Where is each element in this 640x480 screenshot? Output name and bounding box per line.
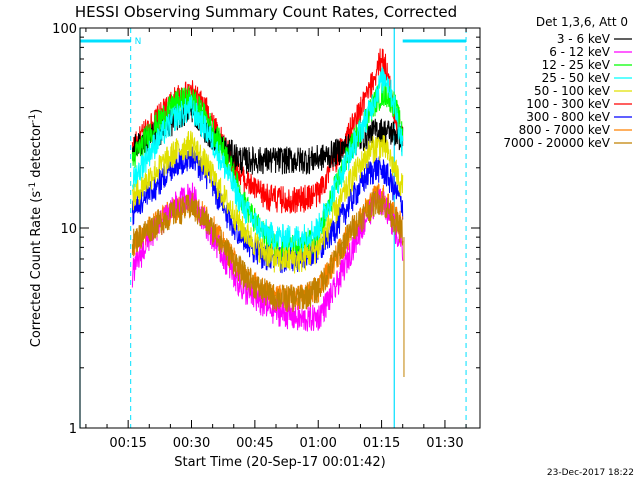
- x-tick-label: 00:15: [109, 436, 146, 451]
- footer-date: 23-Dec-2017 18:22: [547, 468, 634, 478]
- orbit-marker-label: N: [135, 37, 142, 47]
- series-line-4: [131, 130, 404, 274]
- x-axis-label: Start Time (20-Sep-17 00:01:42): [174, 455, 385, 470]
- y-axis-label: Corrected Count Rate (s-1 detector-1): [28, 109, 44, 347]
- legend-label-4: 50 - 100 keV: [534, 84, 611, 98]
- series-line-5: [131, 48, 404, 214]
- legend-label-1: 6 - 12 keV: [549, 45, 611, 59]
- legend-label-0: 3 - 6 keV: [557, 32, 611, 46]
- x-tick-label: 01:15: [363, 436, 400, 451]
- y-tick-label: 1: [69, 422, 77, 437]
- x-axis: 00:15 00:30 00:45 01:00 01:15 01:30: [85, 28, 467, 451]
- x-tick-label: 00:30: [173, 436, 210, 451]
- plot-area: N: [79, 28, 467, 428]
- chart-title: HESSI Observing Summary Count Rates, Cor…: [75, 3, 457, 21]
- series-line-3: [131, 66, 404, 252]
- x-tick-label: 01:30: [426, 436, 463, 451]
- y-tick-label: 10: [60, 222, 77, 237]
- legend-label-7: 800 - 7000 keV: [519, 123, 611, 137]
- y-axis: 1 10 100: [52, 22, 480, 437]
- y-tick-label: 100: [52, 22, 77, 37]
- legend-label-3: 25 - 50 keV: [542, 71, 611, 85]
- legend-label-2: 12 - 25 keV: [542, 58, 611, 72]
- series-line-1: [131, 182, 404, 332]
- legend-label-5: 100 - 300 keV: [526, 97, 610, 111]
- x-tick-label: 00:45: [236, 436, 273, 451]
- legend-title: Det 1,3,6, Att 0: [536, 15, 628, 29]
- x-tick-label: 01:00: [299, 436, 336, 451]
- legend-label-6: 300 - 800 keV: [526, 110, 610, 124]
- legend-label-8: 7000 - 20000 keV: [503, 136, 610, 150]
- series-line-8: [131, 187, 404, 313]
